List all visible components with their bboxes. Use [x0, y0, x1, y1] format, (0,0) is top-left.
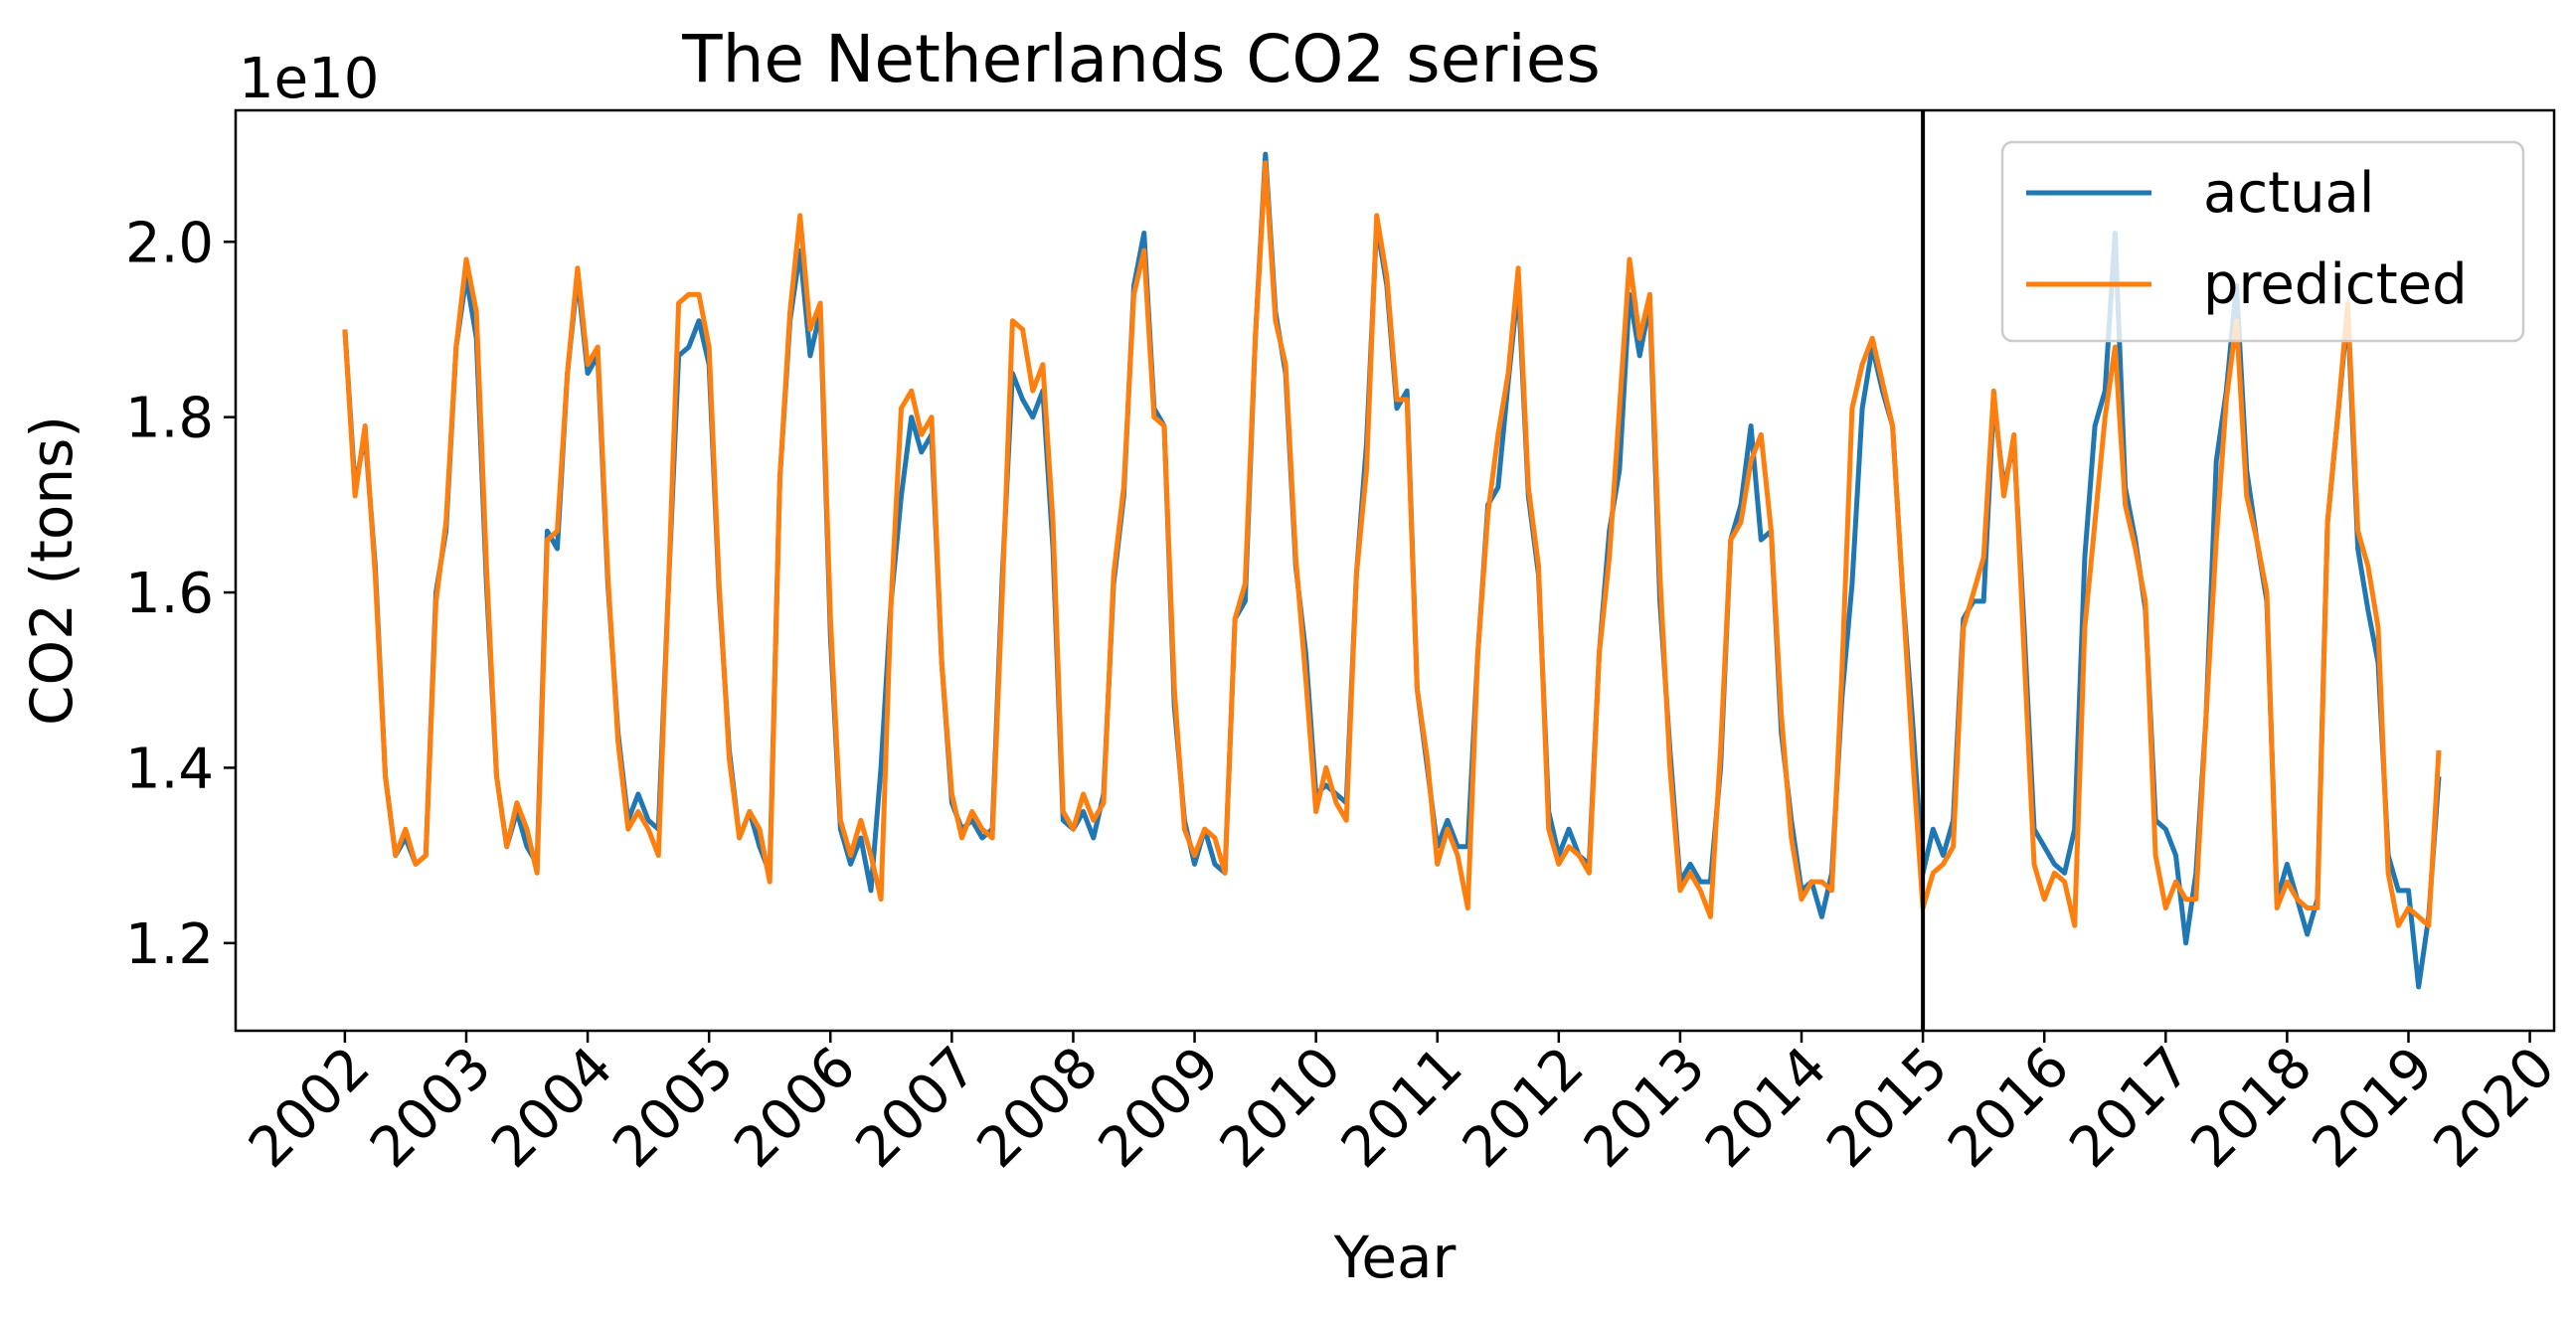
x-tick-label: 2017 — [2057, 1035, 2203, 1181]
y-tick-label: 2.0 — [125, 211, 214, 275]
plot-frame — [234, 108, 2556, 1033]
legend-actual-label: actual — [2203, 161, 2374, 226]
plot-area — [342, 151, 2442, 990]
y-tick-label: 1.2 — [125, 912, 214, 977]
y-axis: 1.2 1.4 1.6 1.8 2.0 — [125, 211, 236, 977]
x-tick-label: 2002 — [237, 1035, 383, 1181]
legend-predicted-label: predicted — [2203, 252, 2468, 317]
x-axis-label: Year — [1333, 1224, 1457, 1291]
x-tick-label: 2020 — [2422, 1035, 2568, 1181]
x-axis: 2002200320042005200620072008200920102011… — [237, 1031, 2567, 1181]
x-tick-label: 2003 — [358, 1035, 504, 1181]
x-tick-label: 2010 — [1208, 1035, 1354, 1181]
x-tick-label: 2012 — [1451, 1035, 1597, 1181]
x-tick-label: 2006 — [722, 1035, 868, 1181]
chart-title: The Netherlands CO2 series — [681, 21, 1600, 97]
y-axis-label: CO2 (tons) — [18, 415, 86, 726]
x-tick-label: 2008 — [965, 1035, 1112, 1181]
x-tick-label: 2014 — [1693, 1035, 1839, 1181]
y-tick-label: 1.4 — [125, 737, 214, 801]
y-tick-label: 1.6 — [125, 562, 214, 626]
x-tick-label: 2016 — [1936, 1035, 2082, 1181]
x-tick-label: 2018 — [2179, 1035, 2325, 1181]
legend: actual predicted — [2000, 140, 2525, 343]
y-offset-label: 1e10 — [239, 47, 379, 111]
x-tick-label: 2011 — [1329, 1035, 1475, 1181]
x-tick-label: 2005 — [601, 1035, 747, 1181]
x-tick-label: 2013 — [1572, 1035, 1718, 1181]
x-tick-label: 2004 — [479, 1035, 625, 1181]
series-line-predicted — [342, 160, 2442, 928]
y-tick-label: 1.8 — [125, 387, 214, 451]
x-tick-label: 2009 — [1087, 1035, 1233, 1181]
x-tick-label: 2019 — [2301, 1035, 2447, 1181]
x-tick-label: 2007 — [844, 1035, 990, 1181]
x-tick-label: 2015 — [1814, 1035, 1961, 1181]
